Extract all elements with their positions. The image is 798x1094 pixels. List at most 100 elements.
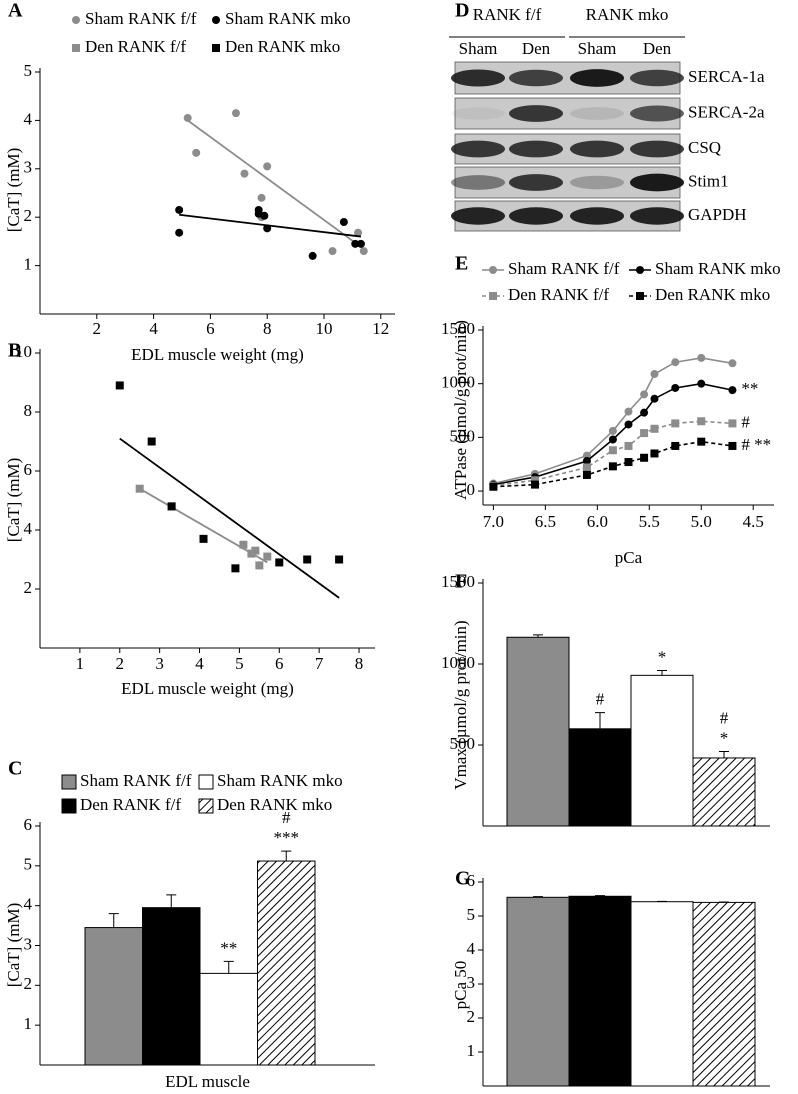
row-label: SERCA-2a: [688, 102, 765, 121]
marker: [608, 462, 617, 471]
y-tick-label: 4: [24, 895, 33, 914]
x-axis-label: EDL muscle weight (mg): [121, 679, 294, 698]
y-tick-label: 6: [24, 460, 33, 479]
marker: [199, 534, 208, 543]
marker: [671, 383, 680, 392]
error-bar: [108, 913, 119, 928]
error-bar: [533, 896, 543, 898]
error-bar: [595, 712, 605, 729]
error-bar: [719, 750, 729, 758]
marker: [650, 370, 659, 379]
panel-letter: D: [455, 0, 469, 22]
x-tick-label: 2: [116, 654, 125, 673]
panel-letter: B: [8, 340, 21, 362]
y-tick-label: 1500: [441, 319, 475, 338]
fit-line: [493, 382, 733, 486]
legend-label: Sham RANK mko: [225, 9, 351, 28]
blot-band: [630, 207, 684, 225]
x-tick-label: EDL muscle: [165, 1072, 250, 1091]
marker: [147, 437, 156, 446]
marker: [263, 224, 272, 233]
y-tick-label: 6: [467, 871, 476, 890]
marker: [530, 476, 539, 485]
legend-label: Den RANK f/f: [508, 285, 609, 304]
y-axis-label: Vmax (µmol/g prot/min): [451, 620, 470, 789]
y-tick-label: 500: [450, 734, 476, 753]
y-tick-label: 5: [24, 61, 33, 80]
trend-line: [187, 119, 368, 252]
blot-band: [451, 207, 505, 225]
annotation: **: [741, 379, 758, 398]
legend-label: Den RANK mko: [225, 37, 340, 56]
annotation: **: [220, 938, 237, 957]
blot-band: [451, 107, 505, 120]
blot-band: [509, 174, 563, 191]
x-tick-label: 2: [93, 319, 102, 338]
blot-band: [630, 69, 684, 87]
marker: [263, 162, 272, 171]
annotation: *: [720, 728, 729, 747]
y-tick-label: 0: [467, 480, 476, 499]
marker: [351, 239, 360, 248]
panel-letter: C: [8, 758, 22, 780]
x-tick-label: 4.5: [743, 512, 764, 531]
marker: [231, 564, 240, 573]
marker: [671, 358, 680, 367]
marker: [650, 449, 659, 458]
blot-band: [509, 69, 563, 87]
marker: [624, 441, 633, 450]
lane-label: Sham: [459, 39, 498, 58]
marker: [328, 247, 337, 256]
marker: [135, 484, 144, 493]
y-tick-label: 4: [467, 939, 476, 958]
panel-letter: A: [8, 0, 23, 22]
bar: [142, 907, 201, 1066]
x-tick-label: 7: [315, 654, 324, 673]
y-axis-label: pCa 50: [451, 961, 470, 1010]
legend-marker: [212, 44, 220, 52]
y-tick-label: 1: [24, 1014, 33, 1033]
legend-label: Den RANK mko: [217, 795, 332, 814]
annotation: ***: [274, 828, 300, 847]
marker: [608, 446, 617, 455]
y-tick-label: 5: [24, 855, 33, 874]
annotation: *: [658, 647, 667, 666]
marker: [640, 408, 649, 417]
bar: [568, 728, 632, 827]
blot-band: [630, 105, 684, 122]
x-tick-label: 6: [275, 654, 284, 673]
x-tick-label: 6.0: [587, 512, 608, 531]
panel-letter: E: [455, 253, 468, 275]
marker: [650, 424, 659, 433]
blot-band: [570, 69, 624, 87]
x-tick-label: 5.0: [691, 512, 712, 531]
legend-label: Den RANK f/f: [80, 795, 181, 814]
y-axis-label: [CaT] (mM): [4, 148, 23, 233]
x-axis-label: pCa: [615, 548, 643, 567]
error-bar: [657, 669, 667, 676]
y-tick-label: 2: [467, 1007, 476, 1026]
legend-marker: [636, 292, 644, 300]
marker: [231, 109, 240, 118]
row-label: CSQ: [688, 138, 721, 157]
bar: [692, 901, 756, 1087]
blot-band: [451, 69, 505, 87]
y-axis-label: [CaT] (mM): [4, 903, 23, 988]
y-tick-label: 3: [24, 934, 33, 953]
bar: [568, 895, 632, 1087]
x-tick-label: 6.5: [535, 512, 556, 531]
marker: [530, 480, 539, 489]
row-label: SERCA-1a: [688, 67, 765, 86]
y-tick-label: 5: [467, 905, 476, 924]
legend-marker: [72, 44, 80, 52]
y-tick-label: 2: [24, 974, 33, 993]
marker: [263, 552, 272, 561]
annotation: #: [282, 808, 291, 827]
marker: [624, 458, 633, 467]
blot-band: [509, 140, 563, 158]
marker: [308, 251, 317, 260]
annotation: #: [741, 412, 750, 431]
marker: [640, 453, 649, 462]
error-bar: [223, 960, 234, 974]
marker: [257, 193, 266, 202]
